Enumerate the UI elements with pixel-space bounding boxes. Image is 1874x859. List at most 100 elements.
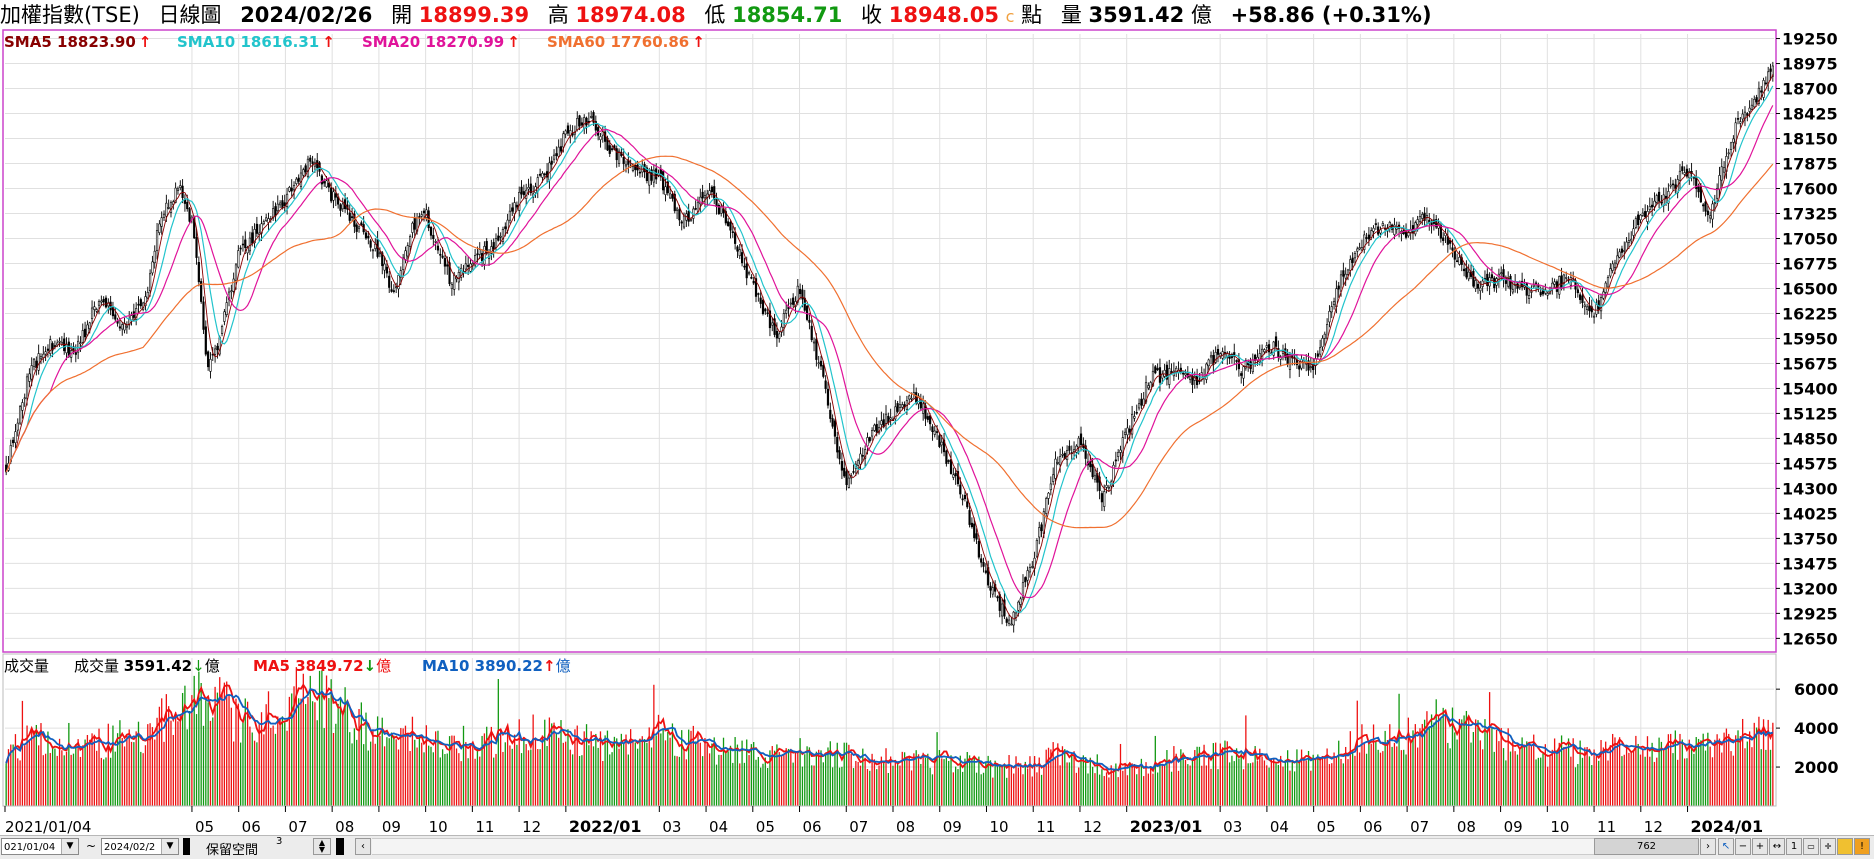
candle-body <box>114 314 117 320</box>
reserve-space-value[interactable]: 3 <box>276 836 283 847</box>
candle-body <box>799 288 802 295</box>
fit-icon[interactable]: ▭ <box>1803 838 1819 855</box>
chevron-down-icon[interactable]: ▼ <box>61 839 78 854</box>
reserve-space-spinner[interactable]: ▲ ▼ <box>313 838 331 855</box>
start-date-select[interactable]: 021/01/04 ▼ <box>1 838 79 855</box>
candle-body <box>896 403 899 412</box>
candle-body <box>1718 175 1721 190</box>
high-label: 高 <box>547 3 569 27</box>
candle-body <box>1367 234 1370 240</box>
candle-body <box>713 186 716 200</box>
stock-chart[interactable]: 12650 12925 13200 13475 13750 14025 14300 14575… <box>0 0 1874 835</box>
period-label[interactable]: 日線圖 <box>158 3 222 27</box>
candle-body <box>1560 275 1563 289</box>
candle-body <box>1356 248 1359 252</box>
scroll-right-button[interactable]: › <box>1700 838 1716 855</box>
candle-body <box>348 212 351 221</box>
candle-body <box>1430 222 1433 226</box>
candle-body <box>383 263 386 271</box>
candle-body <box>28 373 31 382</box>
candle-body <box>1242 366 1245 379</box>
cursor-icon[interactable]: ↖ <box>1718 838 1734 855</box>
candle-body <box>364 232 368 239</box>
price-grid <box>5 34 1774 652</box>
low-value: 18854.71 <box>732 3 843 27</box>
candle-body <box>1216 348 1220 355</box>
candle-body <box>46 348 50 351</box>
price-tick-label: 13750 <box>1782 529 1838 548</box>
candle-body <box>1054 458 1057 479</box>
candle-body <box>1741 113 1744 120</box>
candle-body <box>1732 138 1735 143</box>
candle-body <box>1119 449 1122 453</box>
volume-tick-label: 6000 <box>1794 680 1839 699</box>
end-date-select[interactable]: 2024/02/2 ▼ <box>101 838 179 855</box>
candle-body <box>93 306 96 310</box>
candle-body <box>1713 202 1716 205</box>
candle-body <box>1720 166 1723 181</box>
candle-body <box>727 221 730 227</box>
candle-body <box>1059 456 1062 466</box>
x-tick-label: 08 <box>896 818 915 835</box>
candle-body <box>1207 359 1210 367</box>
candle-body <box>557 146 560 157</box>
candle-body <box>873 424 876 431</box>
price-tick-label: 15125 <box>1782 404 1838 423</box>
candle-body <box>1000 603 1004 617</box>
candle-body <box>1326 324 1329 339</box>
candle-body <box>634 164 637 170</box>
zoom-out-icon[interactable]: − <box>1735 838 1751 855</box>
candle-body <box>764 308 767 312</box>
candle-body <box>1711 203 1714 220</box>
price-tick-label: 17875 <box>1782 155 1838 174</box>
zoom-in-icon[interactable]: + <box>1752 838 1768 855</box>
candle-body <box>954 472 957 477</box>
chevron-down-icon[interactable]: ▼ <box>161 839 178 854</box>
candle-body <box>1678 170 1682 181</box>
candle-body <box>819 360 823 367</box>
alert-icon[interactable]: ! <box>1854 838 1870 855</box>
volume-axis: 2000 4000 6000 <box>1776 680 1839 777</box>
open-label: 開 <box>391 3 413 27</box>
candle-body <box>474 255 477 266</box>
candle-body <box>202 301 205 330</box>
candle-body <box>1089 460 1092 468</box>
candle-body <box>1300 359 1303 369</box>
end-date-value: 2024/02/2 <box>104 842 156 853</box>
candle-body <box>37 353 40 371</box>
scroll-thumb[interactable]: 762 <box>1594 838 1699 855</box>
candle-body <box>1154 366 1157 374</box>
scroll-left-button[interactable]: ‹ <box>355 838 371 855</box>
candle-body <box>1137 403 1141 409</box>
candle-body <box>938 435 941 447</box>
candle-body <box>917 395 920 405</box>
candle-body <box>1393 224 1396 235</box>
candle-body <box>1657 191 1661 202</box>
candle-body <box>959 484 962 495</box>
candle-body <box>1124 431 1127 435</box>
candle-body <box>207 351 210 368</box>
zoom-level[interactable]: 1 <box>1786 838 1802 855</box>
candle-body <box>1358 247 1361 250</box>
candle-body <box>90 307 94 319</box>
price-tick-label: 16225 <box>1782 304 1838 323</box>
candle-body <box>1592 315 1596 318</box>
candle-body <box>1021 582 1025 599</box>
candle-body <box>262 221 265 225</box>
candle-body <box>16 422 19 431</box>
candle-body <box>1240 373 1243 376</box>
scroll-track[interactable] <box>372 838 1594 855</box>
candle-body <box>1462 268 1466 272</box>
candle-body <box>1126 427 1129 436</box>
candle-body <box>1634 218 1637 228</box>
candle-body <box>1465 267 1468 278</box>
candle-body <box>369 240 372 248</box>
candle-body <box>778 333 781 339</box>
zoom-range-icon[interactable]: ↔ <box>1769 838 1785 855</box>
data-icon[interactable] <box>1837 838 1853 855</box>
crosshair-icon[interactable]: ✛ <box>1820 838 1836 855</box>
volume-panel-title: 成交量 <box>4 657 49 675</box>
candle-body <box>309 157 312 162</box>
candle-body <box>866 437 869 447</box>
candle-body <box>1421 214 1424 219</box>
